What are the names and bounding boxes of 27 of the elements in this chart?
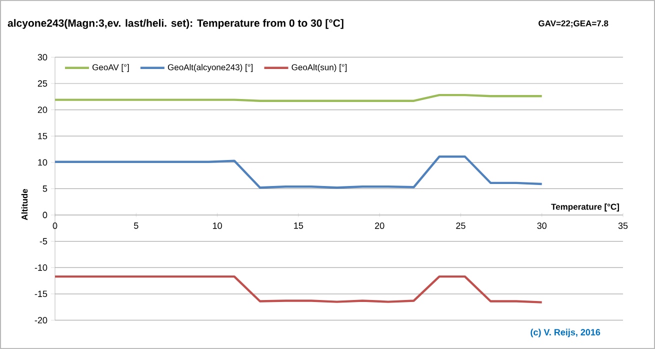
x-tick-label: 30 xyxy=(537,222,547,229)
legend-label: GeoAlt(alcyone243) [°] xyxy=(168,64,253,72)
legend-label: GeoAV [°] xyxy=(92,64,129,72)
text: GAV=22;GEA=7.8 xyxy=(538,20,608,28)
chart-title: alcyone243(Magn:3,ev. last/heli. set): Temperature from 0 to 30 [°C] xyxy=(8,19,344,29)
y-tick-label: -15 xyxy=(34,290,48,298)
y-tick-label: -5 xyxy=(40,238,48,244)
x-tick-label: 20 xyxy=(375,222,384,229)
text: (c) V. Reijs, 2016 xyxy=(530,328,600,338)
y-axis-title: Altitude xyxy=(21,188,28,220)
y-tick-label: 5 xyxy=(42,186,48,192)
y-tick-label: 0 xyxy=(42,212,48,218)
x-axis-title: Temperature [°C] xyxy=(551,204,619,212)
y-tick-label: 25 xyxy=(38,80,48,87)
x-tick-label: 25 xyxy=(456,222,466,229)
y-tick-label: 30 xyxy=(38,54,48,60)
y-tick-label: 20 xyxy=(38,106,48,113)
legend-label: GeoAlt(sun) [°] xyxy=(292,64,347,72)
y-tick-label: 10 xyxy=(38,159,48,166)
x-tick-label: 5 xyxy=(134,222,138,229)
y-tick-label: -10 xyxy=(34,264,48,271)
x-tick-label: 10 xyxy=(212,222,222,229)
x-tick-label: 35 xyxy=(618,222,628,229)
x-tick-label: 15 xyxy=(294,222,304,229)
y-tick-label: 15 xyxy=(38,132,48,140)
x-tick-label: 0 xyxy=(52,222,58,229)
y-tick-label: -20 xyxy=(34,317,48,324)
